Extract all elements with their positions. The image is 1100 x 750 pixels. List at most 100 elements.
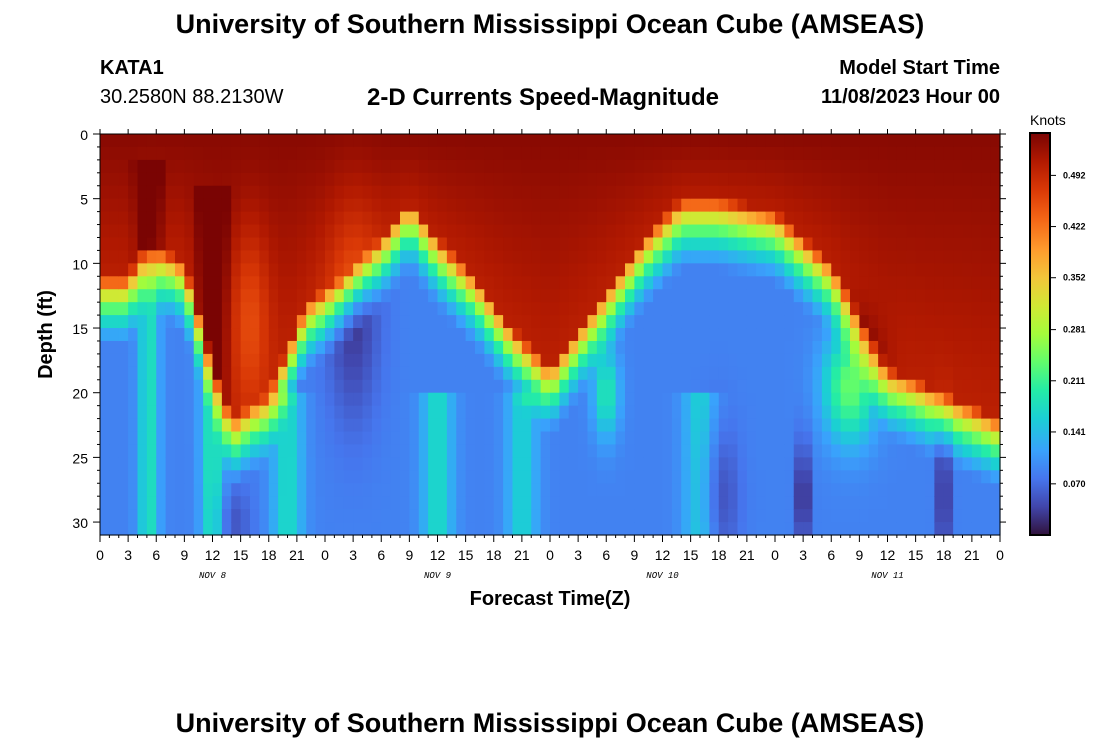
heatmap-cell bbox=[390, 302, 401, 316]
heatmap-cell bbox=[700, 146, 710, 161]
heatmap-cell bbox=[784, 457, 795, 471]
heatmap-cell bbox=[690, 302, 701, 316]
colorbar-tick-label: 0.352 bbox=[1063, 273, 1086, 283]
heatmap-cell bbox=[643, 522, 654, 536]
heatmap-cell bbox=[184, 470, 195, 484]
heatmap-cell bbox=[128, 522, 139, 536]
heatmap-cell bbox=[878, 483, 889, 497]
heatmap-cell bbox=[137, 470, 148, 484]
heatmap-cell bbox=[446, 470, 457, 484]
x-tick-label: 12 bbox=[205, 547, 221, 563]
heatmap-cell bbox=[362, 418, 373, 433]
heatmap-cell bbox=[831, 483, 842, 497]
heatmap-cell bbox=[315, 328, 326, 342]
heatmap-cell bbox=[128, 496, 139, 510]
heatmap-cell bbox=[615, 289, 626, 303]
heatmap-cell bbox=[596, 457, 607, 471]
heatmap-cell bbox=[653, 392, 664, 407]
heatmap-cell bbox=[428, 340, 439, 355]
heatmap-cell bbox=[859, 340, 870, 355]
heatmap-cell bbox=[868, 198, 879, 213]
heatmap-cell bbox=[634, 224, 645, 239]
heatmap-cell bbox=[840, 457, 851, 471]
heatmap-cell bbox=[887, 198, 898, 213]
heatmap-cell bbox=[728, 522, 739, 536]
heatmap-cell bbox=[109, 444, 120, 458]
heatmap-cell bbox=[165, 172, 176, 187]
heatmap-cell bbox=[296, 509, 307, 523]
heatmap-cell bbox=[521, 302, 532, 316]
heatmap-cell bbox=[212, 509, 223, 523]
heatmap-cell bbox=[915, 172, 926, 187]
heatmap-cell bbox=[821, 185, 832, 200]
heatmap-cell bbox=[250, 418, 260, 433]
heatmap-cell bbox=[446, 224, 457, 239]
heatmap-cell bbox=[915, 328, 926, 342]
heatmap-cell bbox=[943, 172, 954, 187]
heatmap-cell bbox=[165, 276, 176, 290]
heatmap-cell bbox=[212, 159, 223, 174]
heatmap-cell bbox=[203, 496, 214, 510]
heatmap-cell bbox=[896, 211, 907, 226]
heatmap-cell bbox=[203, 198, 214, 213]
heatmap-cell bbox=[887, 315, 898, 329]
heatmap-cell bbox=[765, 237, 776, 252]
heatmap-cell bbox=[146, 134, 157, 148]
heatmap-cell bbox=[437, 470, 448, 484]
heatmap-cell bbox=[962, 224, 973, 239]
heatmap-cell bbox=[512, 366, 523, 381]
heatmap-cell bbox=[165, 431, 176, 446]
heatmap-cell bbox=[446, 263, 457, 277]
heatmap-cell bbox=[100, 340, 110, 355]
heatmap-cell bbox=[559, 405, 570, 420]
heatmap-cell bbox=[718, 444, 729, 458]
heatmap-cell bbox=[934, 224, 945, 239]
heatmap-cell bbox=[943, 470, 954, 484]
heatmap-cell bbox=[503, 172, 514, 187]
heatmap-cell bbox=[990, 470, 1001, 484]
heatmap-cell bbox=[831, 315, 842, 329]
heatmap-cell bbox=[259, 379, 270, 394]
heatmap-cell bbox=[400, 237, 410, 252]
heatmap-cell bbox=[981, 340, 992, 355]
heatmap-cell bbox=[109, 302, 120, 316]
heatmap-cell bbox=[587, 315, 598, 329]
heatmap-cell bbox=[953, 198, 964, 213]
heatmap-cell bbox=[793, 198, 804, 213]
heatmap-cell bbox=[306, 366, 317, 381]
heatmap-cell bbox=[709, 379, 720, 394]
heatmap-cell bbox=[971, 431, 982, 446]
heatmap-cell bbox=[259, 509, 270, 523]
heatmap-cell bbox=[400, 302, 410, 316]
heatmap-cell bbox=[671, 522, 682, 536]
heatmap-cell bbox=[728, 211, 739, 226]
heatmap-cell bbox=[240, 522, 251, 536]
heatmap-cell bbox=[362, 134, 373, 148]
heatmap-cell bbox=[625, 302, 635, 316]
heatmap-cell bbox=[371, 392, 382, 407]
heatmap-cell bbox=[765, 276, 776, 290]
heatmap-cell bbox=[128, 198, 139, 213]
heatmap-cell bbox=[156, 276, 167, 290]
heatmap-cell bbox=[475, 431, 485, 446]
heatmap-cell bbox=[859, 379, 870, 394]
heatmap-cell bbox=[240, 392, 251, 407]
heatmap-cell bbox=[268, 250, 279, 264]
heatmap-cell bbox=[559, 457, 570, 471]
heatmap-cell bbox=[334, 289, 345, 303]
heatmap-cell bbox=[718, 276, 729, 290]
heatmap-cell bbox=[250, 509, 260, 523]
heatmap-cell bbox=[812, 509, 823, 523]
heatmap-cell bbox=[606, 483, 617, 497]
heatmap-cell bbox=[278, 483, 289, 497]
heatmap-cell bbox=[559, 276, 570, 290]
heatmap-cell bbox=[437, 340, 448, 355]
heatmap-cell bbox=[962, 366, 973, 381]
heatmap-cell bbox=[878, 366, 889, 381]
heatmap-cell bbox=[821, 522, 832, 536]
heatmap-cell bbox=[325, 134, 335, 148]
heatmap-cell bbox=[306, 159, 317, 174]
heatmap-cell bbox=[831, 276, 842, 290]
heatmap-cell bbox=[446, 431, 457, 446]
y-axis-title: Depth (ft) bbox=[35, 290, 57, 379]
